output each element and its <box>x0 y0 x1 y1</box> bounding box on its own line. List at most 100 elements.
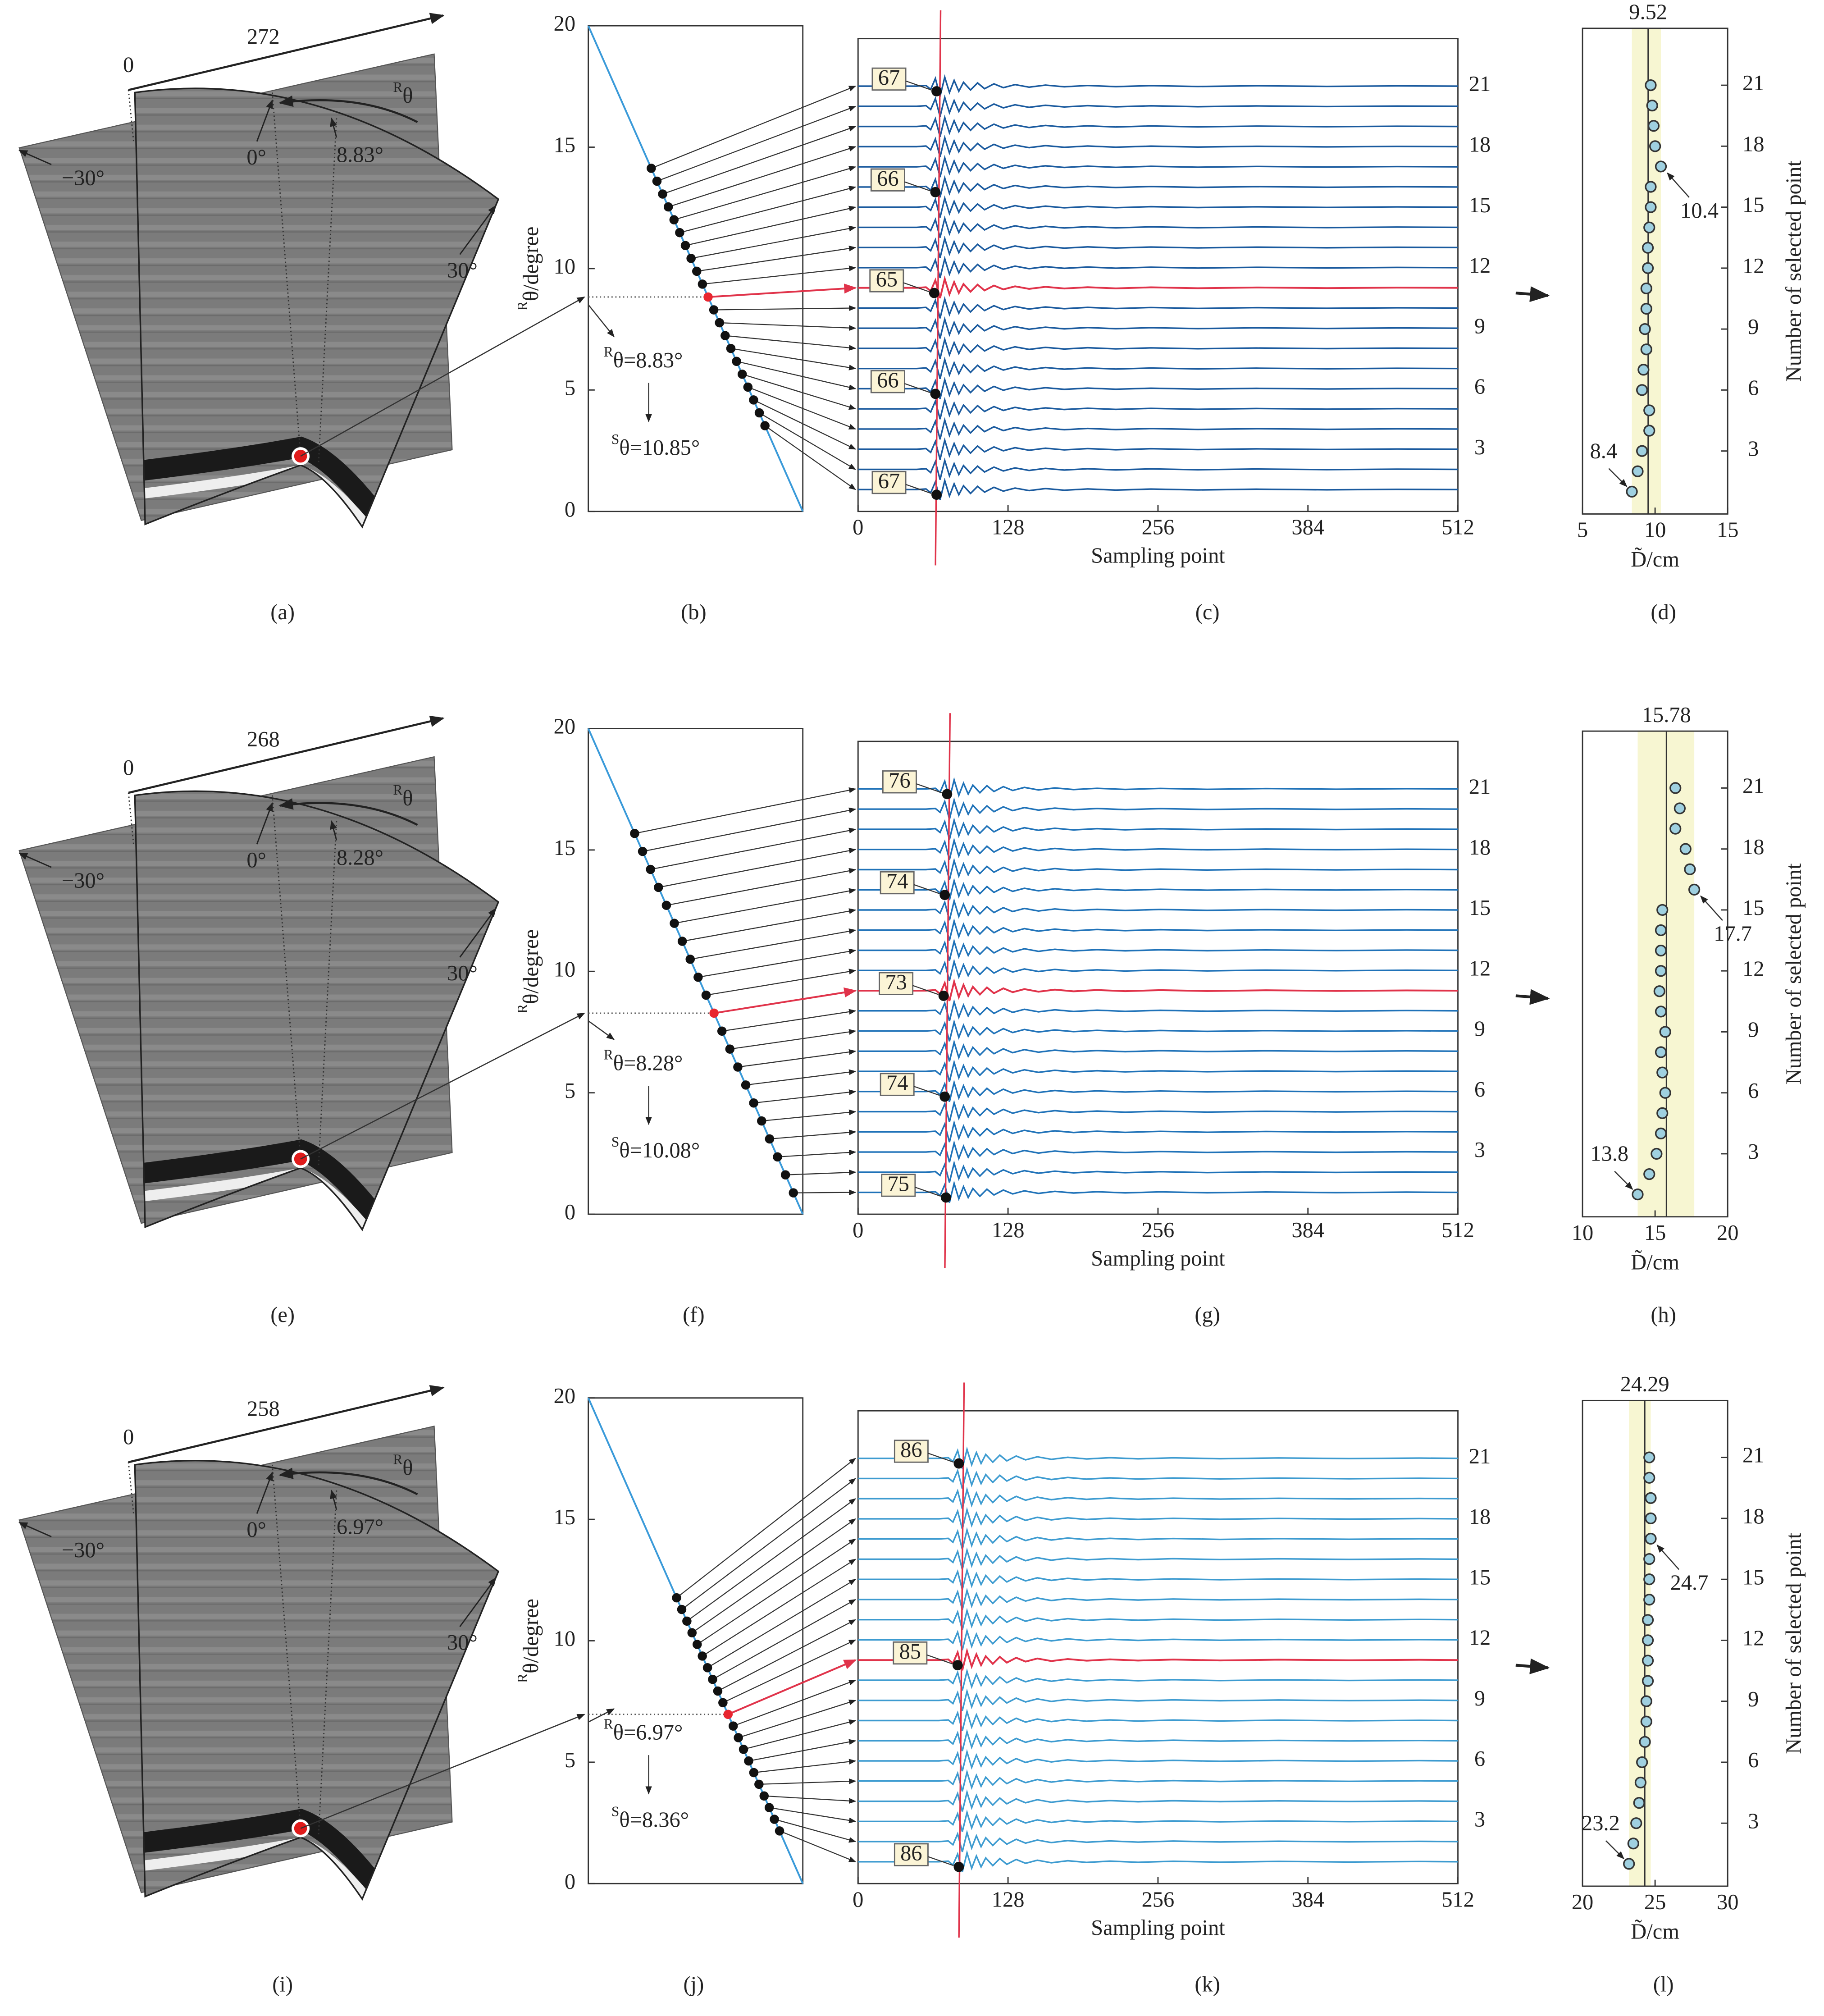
distance-arrow <box>128 715 445 794</box>
arc-label-main: θ <box>402 1456 413 1480</box>
point <box>1640 282 1652 295</box>
y-tick-label: 21 <box>1469 1445 1491 1468</box>
angle-label: 0° <box>246 146 266 169</box>
pick-arrow <box>913 1086 940 1096</box>
y-tick-label: 15 <box>554 836 575 860</box>
theta-point <box>698 1651 707 1661</box>
trace <box>858 296 1458 319</box>
annotation-sup: R <box>604 1716 613 1732</box>
y-tick-label: 10 <box>554 255 575 279</box>
angle-label: 8.28° <box>337 846 383 869</box>
pick-arrow <box>912 985 939 995</box>
theta-point <box>775 1826 784 1836</box>
arrow <box>300 296 585 457</box>
trace <box>858 417 1458 440</box>
arrow <box>722 1639 857 1703</box>
arrow <box>658 848 857 888</box>
arrow <box>300 1714 585 1829</box>
x-tick-label: 15 <box>1717 518 1738 542</box>
pick-arrow <box>913 884 940 894</box>
trace <box>858 477 1458 500</box>
point <box>1645 1512 1657 1525</box>
theta-point <box>654 882 663 892</box>
y-tick-label: 15 <box>1469 193 1491 217</box>
trace <box>858 134 1458 157</box>
theta-point <box>703 292 713 302</box>
plot-frame <box>857 1410 1459 1884</box>
y-tick-label: 3 <box>1748 1809 1759 1833</box>
point <box>1655 924 1667 937</box>
theta-point <box>698 279 707 289</box>
trace <box>858 357 1458 379</box>
arc-label-main: θ <box>402 84 413 108</box>
point <box>1640 343 1652 356</box>
y-tick-label: 15 <box>1469 1565 1491 1589</box>
arrow <box>1605 1840 1625 1860</box>
theta-point <box>764 1803 774 1812</box>
distance-label: 272 <box>247 25 280 49</box>
arrow <box>707 1579 856 1669</box>
pick-box <box>881 1174 916 1197</box>
x-axis-label: Sampling point <box>1091 544 1225 567</box>
x-axis-label: D̃/cm <box>1631 1250 1679 1275</box>
arrow <box>300 1012 585 1160</box>
theta-point <box>789 1188 798 1198</box>
x-tick-label: 128 <box>992 1218 1025 1242</box>
dark-band <box>135 436 394 527</box>
y-axis-label: Rθ/degree <box>515 929 543 1014</box>
annotation-main: θ=6.97° <box>613 1721 683 1745</box>
y-tick-label: 5 <box>565 1748 575 1772</box>
trace <box>858 898 1458 921</box>
point <box>1645 201 1657 213</box>
arrow <box>698 948 857 978</box>
y-tick-label: 9 <box>1474 1687 1485 1710</box>
y-axis-label-sup: R <box>515 1004 530 1014</box>
x-tick-label: 512 <box>1441 516 1474 539</box>
point <box>1630 1817 1642 1829</box>
point <box>1639 323 1651 335</box>
x-axis-label: Sampling point <box>1091 1247 1225 1271</box>
y-axis-label-main: θ/degree <box>519 1599 543 1673</box>
center-line <box>271 1464 301 1829</box>
x-tick-label: 10 <box>1572 1221 1593 1245</box>
arrow <box>759 1778 857 1785</box>
pick-point <box>942 789 953 800</box>
trace <box>858 175 1458 198</box>
angle-arrow <box>459 205 497 255</box>
theta-point <box>754 1779 764 1789</box>
trace <box>858 1647 1458 1671</box>
y-tick-label: 21 <box>1469 72 1491 96</box>
y-axis-label: Number of selected point <box>1782 160 1806 382</box>
angle-label: −30° <box>62 869 105 893</box>
arrow <box>730 1029 857 1050</box>
point <box>1636 445 1648 457</box>
pick-label: 76 <box>889 768 910 792</box>
pick-point <box>953 1458 964 1469</box>
theta-point <box>741 1080 751 1090</box>
pick-arrow <box>916 783 942 794</box>
x-tick-label: 0 <box>853 1218 863 1242</box>
arc-label: Rθ <box>393 782 413 810</box>
trace <box>858 1608 1458 1630</box>
pick-box <box>869 269 904 293</box>
point <box>1643 425 1655 437</box>
theta-point <box>693 972 703 982</box>
panel-label: (i) <box>272 1972 293 1996</box>
trace <box>858 155 1458 178</box>
arrow <box>736 361 857 390</box>
point <box>1645 1492 1657 1504</box>
y-tick-label: 12 <box>1469 956 1491 980</box>
point <box>1646 100 1658 112</box>
point <box>1642 1634 1654 1646</box>
trace <box>858 377 1458 399</box>
angle-label: 30° <box>447 961 478 985</box>
theta-point <box>630 828 639 838</box>
point <box>1645 181 1657 193</box>
y-tick-label: 21 <box>1469 775 1491 799</box>
trace <box>858 1527 1458 1550</box>
x-tick-label: 25 <box>1644 1890 1666 1914</box>
theta-point <box>702 1663 712 1673</box>
arrow <box>676 1458 856 1599</box>
x-tick-label: 256 <box>1142 1888 1175 1911</box>
point <box>1655 944 1667 957</box>
